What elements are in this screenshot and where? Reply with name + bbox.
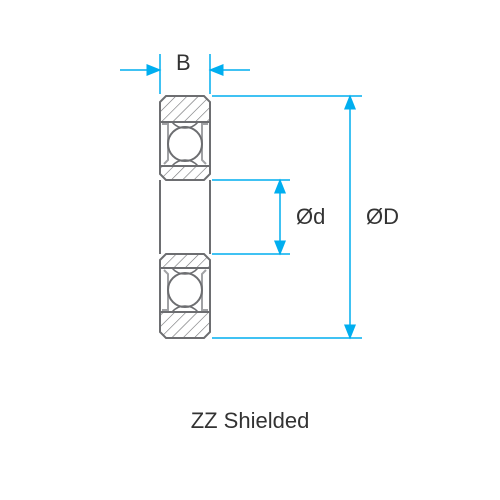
- caption: ZZ Shielded: [0, 408, 500, 434]
- label-width-B: B: [176, 50, 191, 76]
- label-outer-D: ØD: [366, 204, 399, 230]
- label-bore-d: Ød: [296, 204, 325, 230]
- diagram-canvas: B Ød ØD ZZ Shielded: [0, 0, 500, 500]
